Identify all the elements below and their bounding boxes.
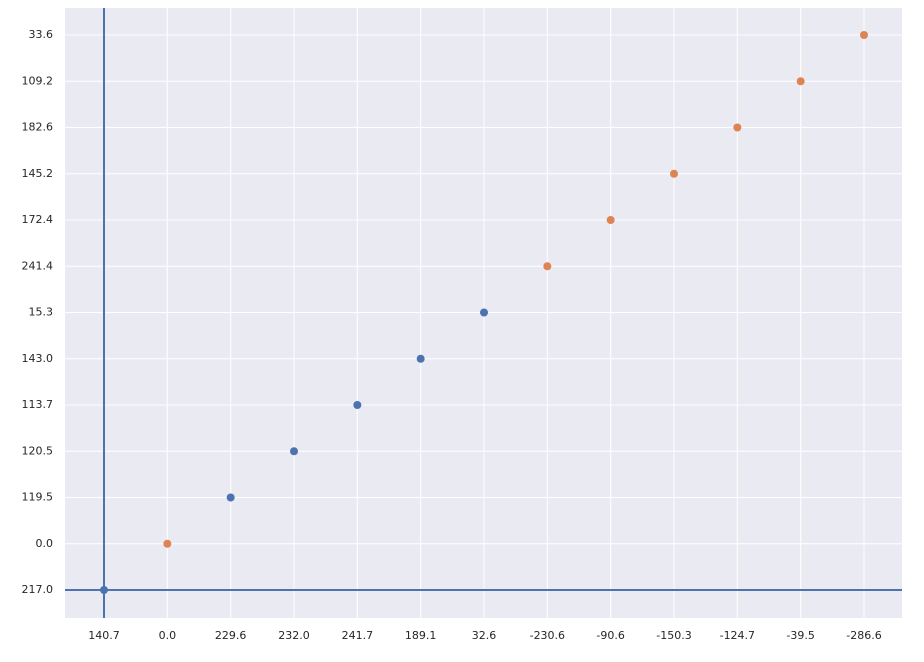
x-tick-label: 241.7: [342, 629, 374, 642]
y-tick-label: 172.4: [22, 213, 54, 226]
y-tick-label: 0.0: [36, 537, 54, 550]
point: [480, 308, 488, 317]
point: [290, 447, 298, 456]
x-tick-label: 140.7: [88, 629, 120, 642]
y-tick-label: 217.0: [22, 583, 54, 596]
y-tick-label: 119.5: [22, 491, 54, 504]
point: [353, 401, 362, 409]
x-tick-label: 0.0: [159, 629, 177, 642]
x-tick-label: -90.6: [596, 629, 624, 642]
y-tick-label: 143.0: [22, 352, 54, 365]
y-tick-label: 182.6: [22, 121, 54, 134]
x-tick-label: 229.6: [215, 629, 247, 642]
x-tick-label: 32.6: [472, 629, 497, 642]
x-tick-label: -286.6: [846, 629, 881, 642]
y-tick-label: 33.6: [29, 28, 54, 41]
x-tick-label: -39.5: [786, 629, 814, 642]
x-tick-label: -124.7: [720, 629, 755, 642]
x-tick-label: -150.3: [656, 629, 691, 642]
y-tick-label: 145.2: [22, 167, 54, 180]
point: [860, 31, 868, 39]
point: [606, 216, 615, 224]
y-tick-label: 15.3: [29, 306, 54, 319]
point: [796, 77, 805, 86]
point: [670, 169, 678, 178]
y-tick-label: 113.7: [22, 398, 54, 411]
point: [733, 123, 742, 132]
x-tick-label: 232.0: [278, 629, 310, 642]
y-tick-label: 120.5: [22, 444, 54, 457]
point: [543, 262, 552, 271]
point: [416, 354, 425, 363]
point: [163, 539, 172, 548]
x-tick-label: 189.1: [405, 629, 437, 642]
point: [100, 586, 108, 594]
x-tick-label: -230.6: [530, 629, 565, 642]
y-tick-label: 241.4: [22, 259, 54, 272]
point: [226, 493, 235, 502]
y-tick-label: 109.2: [22, 74, 54, 87]
